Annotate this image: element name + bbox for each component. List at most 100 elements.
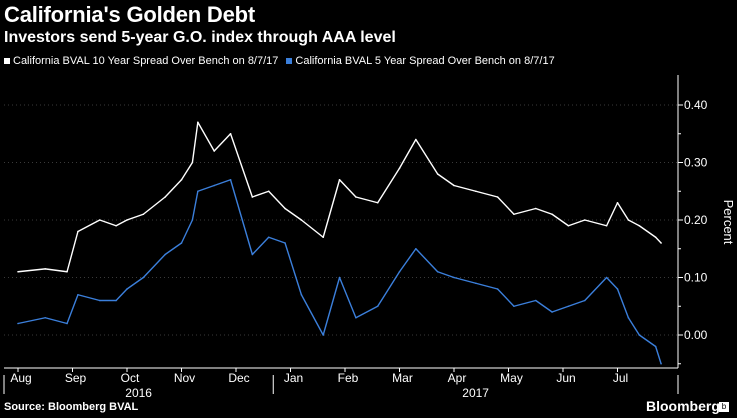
- legend-item-5y: California BVAL 5 Year Spread Over Bench…: [286, 55, 555, 67]
- data-point-10y: [338, 178, 341, 181]
- data-point-10y: [98, 219, 101, 221]
- data-point-5y: [251, 253, 254, 256]
- data-point-10y: [660, 242, 662, 244]
- legend-swatch-10y: [4, 58, 10, 64]
- data-point-5y: [415, 247, 417, 250]
- data-point-5y: [551, 311, 553, 313]
- data-point-5y: [436, 270, 439, 273]
- x-tick-label: Mar: [392, 371, 413, 385]
- data-point-5y: [513, 305, 515, 308]
- data-point-10y: [267, 190, 270, 193]
- data-point-5y: [605, 276, 608, 279]
- data-point-5y: [638, 334, 641, 336]
- data-point-10y: [627, 219, 630, 221]
- data-point-5y: [627, 316, 630, 319]
- data-point-10y: [17, 270, 19, 273]
- data-point-5y: [453, 276, 455, 279]
- data-point-10y: [66, 270, 68, 273]
- x-tick-label: Nov: [174, 371, 195, 385]
- data-point-10y: [436, 173, 439, 175]
- data-point-10y: [654, 236, 657, 239]
- data-point-5y: [496, 288, 499, 290]
- data-point-5y: [180, 242, 183, 244]
- data-point-10y: [567, 224, 570, 227]
- x-tick-label: Apr: [448, 371, 467, 385]
- y-tick-label: 0.00: [684, 328, 708, 342]
- data-point-10y: [616, 201, 619, 204]
- data-point-10y: [376, 201, 379, 204]
- data-point-5y: [17, 322, 19, 325]
- data-point-10y: [584, 219, 586, 221]
- data-point-5y: [398, 270, 401, 273]
- data-point-10y: [605, 224, 608, 227]
- y-tick-label: 0.40: [684, 98, 708, 112]
- data-point-5y: [338, 276, 341, 279]
- chart-subtitle: Investors send 5-year G.O. index through…: [4, 29, 396, 46]
- data-point-5y: [475, 282, 477, 285]
- legend-label-10y: California BVAL 10 Year Spread Over Benc…: [13, 55, 279, 67]
- data-point-10y: [284, 207, 286, 210]
- chart-title: California's Golden Debt: [4, 2, 256, 27]
- data-point-5y: [115, 299, 117, 302]
- data-point-5y: [567, 305, 570, 308]
- data-point-10y: [475, 190, 477, 193]
- y-tick-label: 0.10: [684, 271, 708, 285]
- data-point-10y: [638, 224, 641, 227]
- y-axis-label: Percent: [721, 200, 736, 245]
- year-label: 2016: [125, 386, 152, 400]
- series-line-10y: [17, 121, 662, 273]
- x-tick-label: Jun: [556, 371, 575, 385]
- data-point-10y: [191, 161, 194, 164]
- y-tick-label: 0.30: [684, 156, 708, 170]
- data-point-5y: [164, 253, 166, 256]
- data-point-10y: [415, 138, 417, 141]
- data-point-5y: [44, 316, 47, 319]
- data-point-10y: [496, 196, 499, 198]
- data-point-10y: [115, 224, 117, 227]
- data-point-10y: [197, 121, 199, 124]
- data-point-10y: [513, 213, 515, 216]
- legend: California BVAL 10 Year Spread Over Benc…: [4, 55, 555, 67]
- data-point-5y: [98, 299, 101, 302]
- data-point-5y: [197, 190, 199, 193]
- data-point-5y: [66, 322, 68, 325]
- y-tick-label: 0.20: [684, 213, 708, 227]
- data-point-10y: [534, 207, 537, 210]
- data-point-10y: [453, 184, 455, 187]
- data-point-10y: [77, 230, 79, 233]
- data-point-5y: [534, 299, 537, 302]
- data-point-10y: [126, 219, 128, 221]
- data-point-10y: [164, 196, 166, 198]
- data-point-10y: [213, 150, 215, 152]
- data-point-5y: [654, 345, 657, 348]
- x-tick-label: Jan: [284, 371, 303, 385]
- data-point-5y: [191, 219, 194, 221]
- data-point-5y: [126, 288, 128, 290]
- x-tick-label: Aug: [10, 371, 31, 385]
- data-point-5y: [142, 276, 145, 279]
- x-tick-label: May: [500, 371, 523, 385]
- data-point-5y: [284, 242, 286, 244]
- data-point-5y: [229, 178, 232, 181]
- data-point-5y: [355, 316, 357, 319]
- data-point-5y: [267, 236, 270, 239]
- x-tick-label: Sep: [65, 371, 87, 385]
- data-point-5y: [213, 184, 215, 187]
- data-point-10y: [398, 167, 401, 170]
- year-label: 2017: [462, 386, 489, 400]
- data-point-5y: [376, 305, 379, 308]
- data-point-10y: [142, 213, 145, 216]
- data-point-5y: [77, 293, 79, 296]
- data-point-10y: [44, 268, 47, 270]
- series-line-5y: [17, 179, 662, 364]
- data-point-10y: [322, 236, 325, 239]
- legend-swatch-5y: [286, 58, 293, 64]
- data-point-5y: [584, 299, 586, 302]
- brand-logo-text: Bloomberg: [646, 398, 720, 414]
- data-point-10y: [355, 196, 357, 198]
- x-tick-label: Dec: [228, 371, 249, 385]
- x-tick-label: Jul: [613, 371, 628, 385]
- data-point-5y: [660, 362, 662, 365]
- legend-label-5y: California BVAL 5 Year Spread Over Bench…: [295, 55, 555, 67]
